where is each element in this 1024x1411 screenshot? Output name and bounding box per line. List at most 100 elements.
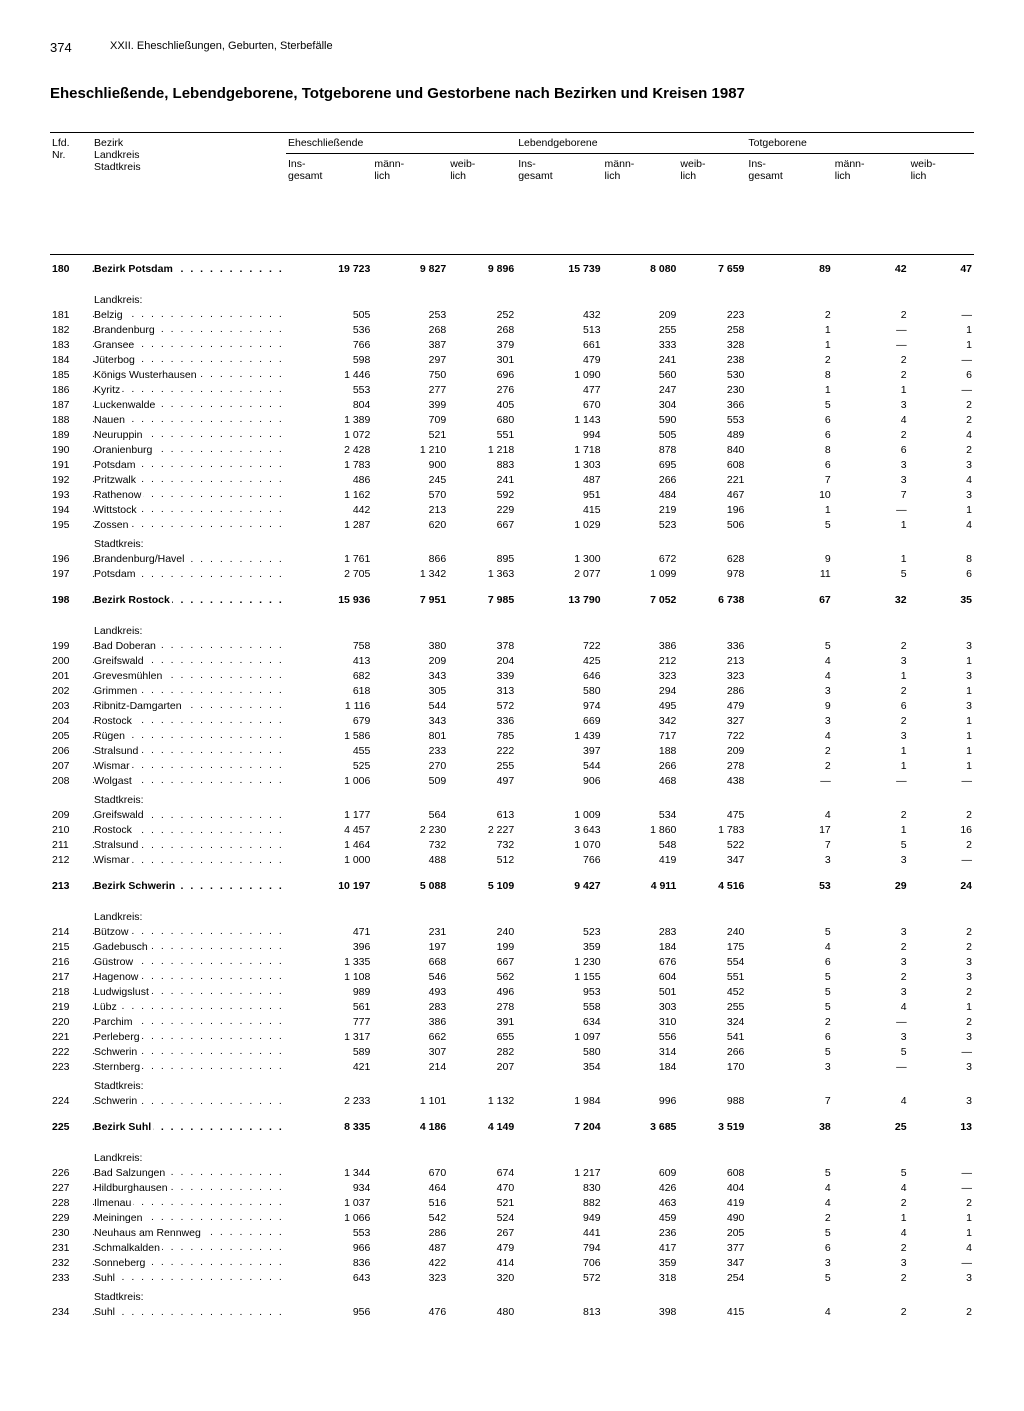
value-cell: 213 [678,653,746,668]
table-row [50,608,974,619]
region-name: . . . . . . . . . . . . . . . . . . . . … [92,999,286,1014]
value-cell: 339 [448,668,516,683]
value-cell: 608 [678,457,746,472]
value-cell: 3 [833,954,909,969]
value-cell: 196 [678,502,746,517]
value-cell: 813 [516,1305,602,1320]
lfd-nr: 198 [50,593,92,608]
value-cell: 442 [286,502,372,517]
region-name: . . . . . . . . . . . . . . . . . . . . … [92,1255,286,1270]
table-row: 221. . . . . . . . . . . . . . . . . . .… [50,1029,974,1044]
value-cell: 5 [746,1165,832,1180]
value-cell: 283 [372,999,448,1014]
value-cell: 3 [909,638,974,653]
value-cell: 231 [372,924,448,939]
lfd-nr: 192 [50,472,92,487]
value-cell: 1 230 [516,954,602,969]
value-cell: 38 [746,1120,832,1135]
table-row: 224. . . . . . . . . . . . . . . . . . .… [50,1094,974,1109]
table-row: Stadtkreis: [50,1074,974,1094]
value-cell: 1 099 [603,567,679,582]
region-name: . . . . . . . . . . . . . . . . . . . . … [92,1210,286,1225]
value-cell: 10 [746,487,832,502]
value-cell: 245 [372,472,448,487]
value-cell: 303 [603,999,679,1014]
lfd-nr: 212 [50,853,92,868]
value-cell: 455 [286,743,372,758]
value-cell: 13 790 [516,593,602,608]
value-cell: 5 [833,567,909,582]
value-cell: 680 [448,412,516,427]
value-cell: 6 [833,698,909,713]
value-cell: 9 [746,552,832,567]
region-name: . . . . . . . . . . . . . . . . . . . . … [92,924,286,939]
value-cell: 324 [678,1014,746,1029]
value-cell: 966 [286,1240,372,1255]
value-cell: 1 [909,1225,974,1240]
value-cell: 29 [833,879,909,894]
value-cell: 333 [603,337,679,352]
value-cell: 3 [909,1270,974,1285]
value-cell: 175 [678,939,746,954]
value-cell: 8 335 [286,1120,372,1135]
value-cell: 233 [372,743,448,758]
value-cell: 509 [372,773,448,788]
value-cell: 438 [678,773,746,788]
value-cell: 801 [372,728,448,743]
value-cell: 2 077 [516,567,602,582]
value-cell: 3 [833,924,909,939]
table-row: 229. . . . . . . . . . . . . . . . . . .… [50,1210,974,1225]
value-cell: 487 [372,1240,448,1255]
value-cell: 2 [833,713,909,728]
value-cell: 1 [909,1210,974,1225]
value-cell: — [909,352,974,367]
header-sub-insgesamt: Ins-gesamt [516,154,602,187]
value-cell: 342 [603,713,679,728]
value-cell: 3 [909,668,974,683]
table-row: 204. . . . . . . . . . . . . . . . . . .… [50,713,974,728]
value-cell: 2 705 [286,567,372,582]
value-cell: 661 [516,337,602,352]
table-row: 189. . . . . . . . . . . . . . . . . . .… [50,427,974,442]
value-cell: 523 [516,924,602,939]
value-cell: 618 [286,683,372,698]
value-cell: 7 985 [448,593,516,608]
region-name: . . . . . . . . . . . . . . . . . . . . … [92,698,286,713]
value-cell: 2 [746,307,832,322]
value-cell: 197 [372,939,448,954]
value-cell: 590 [603,412,679,427]
value-cell: 230 [678,382,746,397]
value-cell: 1 [833,668,909,683]
region-name: . . . . . . . . . . . . . . . . . . . . … [92,487,286,502]
region-name: . . . . . . . . . . . . . . . . . . . . … [92,567,286,582]
value-cell: 2 [833,427,909,442]
value-cell: 15 936 [286,593,372,608]
value-cell: 2 [833,1240,909,1255]
value-cell: 1 210 [372,442,448,457]
region-name: . . . . . . . . . . . . . . . . . . . . … [92,668,286,683]
lfd-nr: 203 [50,698,92,713]
value-cell: 1 029 [516,517,602,532]
value-cell: 32 [833,593,909,608]
lfd-nr: 181 [50,307,92,322]
value-cell: 4 [909,1240,974,1255]
value-cell: 5 [833,1165,909,1180]
value-cell: — [833,337,909,352]
value-cell: 282 [448,1044,516,1059]
value-cell: 415 [678,1305,746,1320]
chapter-title: XXII. Eheschließungen, Geburten, Sterbef… [110,40,333,55]
table-row: 214. . . . . . . . . . . . . . . . . . .… [50,924,974,939]
region-name: . . . . . . . . . . . . . . . . . . . . … [92,412,286,427]
value-cell: 525 [286,758,372,773]
value-cell: — [909,1044,974,1059]
value-cell: 229 [448,502,516,517]
table-row: 192. . . . . . . . . . . . . . . . . . .… [50,472,974,487]
value-cell: 10 197 [286,879,372,894]
lfd-nr: 213 [50,879,92,894]
table-body: 180. . . . . . . . . . . . . . . . . . .… [50,255,974,1320]
value-cell: — [833,773,909,788]
value-cell: 254 [678,1270,746,1285]
value-cell: 1 [909,322,974,337]
table-row: 194. . . . . . . . . . . . . . . . . . .… [50,502,974,517]
table-row: 201. . . . . . . . . . . . . . . . . . .… [50,668,974,683]
